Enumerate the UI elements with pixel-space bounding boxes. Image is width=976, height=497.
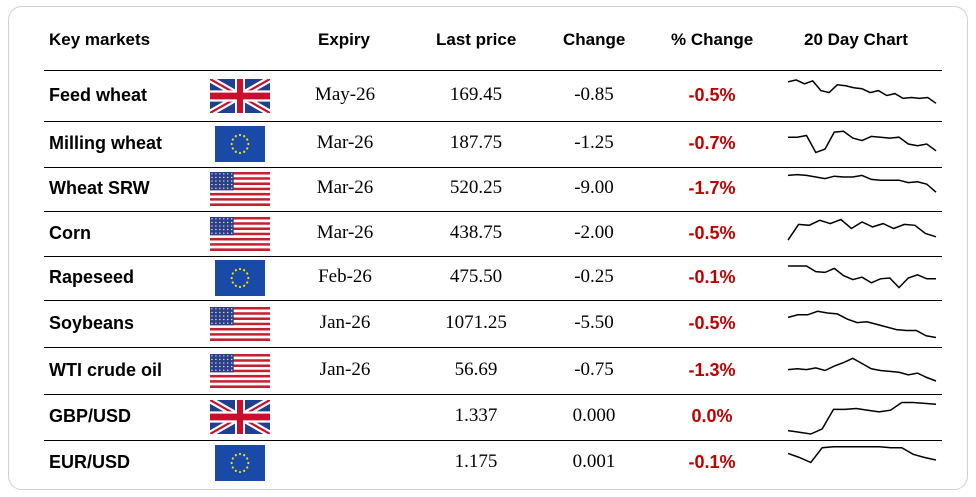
last-price-value: 438.75 [449, 221, 503, 243]
sparkline-series [787, 173, 937, 193]
sparkline-20-day [787, 401, 937, 435]
expiry-value: Jan-26 [319, 311, 371, 333]
expiry-value: Feb-26 [318, 266, 372, 287]
change-value: -0.25 [574, 266, 614, 287]
row-divider [44, 347, 942, 348]
market-name: WTI crude oil [49, 359, 163, 380]
change-value: -1.25 [574, 132, 614, 153]
pct-change-value: 0.0% [691, 406, 733, 426]
sparkline-20-day [787, 357, 937, 382]
pct-change-value: -0.1% [688, 267, 736, 287]
last-price-value: 1.175 [454, 450, 498, 472]
sparkline-series [788, 130, 937, 154]
change-value: 0.001 [572, 450, 616, 472]
market-name: Rapeseed [49, 267, 135, 287]
sparkline-series [787, 401, 937, 435]
expiry-value: Mar-26 [316, 221, 374, 243]
row-divider [44, 300, 942, 301]
sparkline-20-day [788, 265, 936, 289]
eu-flag-icon [215, 126, 265, 162]
pct-change-value: -0.7% [688, 133, 736, 153]
market-name: EUR/USD [49, 451, 131, 472]
market-name: Feed wheat [49, 84, 148, 105]
last-price-value: 520.25 [449, 177, 503, 198]
market-name: Milling wheat [49, 133, 163, 153]
sparkline-20-day [787, 218, 937, 241]
row-divider [44, 70, 942, 71]
pct-change-value: -0.5% [688, 222, 736, 243]
last-price-value: 475.50 [449, 266, 503, 287]
sparkline-20-day [787, 310, 937, 339]
header-pct-change: % Change [671, 30, 754, 49]
last-price-value: 169.45 [449, 83, 503, 105]
header-expiry: Expiry [318, 30, 370, 49]
expiry-value: May-26 [314, 83, 376, 105]
expiry-value: Mar-26 [316, 177, 374, 198]
expiry-value: Mar-26 [316, 132, 374, 153]
change-value: 0.000 [572, 405, 616, 426]
last-price-value: 1.337 [454, 405, 498, 426]
eu-flag-icon [215, 260, 265, 296]
pct-change-value: -0.1% [688, 451, 736, 472]
us-flag-icon [210, 306, 270, 341]
last-price-value: 1071.25 [445, 311, 507, 333]
sparkline-20-day [788, 130, 937, 154]
change-value: -0.75 [574, 358, 614, 380]
pct-change-value: -0.5% [688, 84, 736, 105]
us-flag-icon [210, 172, 270, 206]
row-divider [44, 211, 942, 212]
sparkline-series [788, 265, 936, 289]
row-divider [44, 121, 942, 122]
pct-change-value: -1.7% [688, 178, 736, 198]
sparkline-series [787, 79, 937, 104]
last-price-value: 187.75 [449, 132, 503, 153]
row-divider [44, 394, 942, 395]
market-name: Wheat SRW [49, 178, 150, 198]
header-change: Change [563, 30, 626, 49]
expiry-value: Jan-26 [319, 358, 371, 380]
sparkline-20-day [787, 79, 937, 104]
sparkline-series [787, 357, 937, 382]
header-20-day-chart: 20 Day Chart [804, 30, 908, 49]
sparkline-series [787, 446, 937, 464]
pct-change-value: -0.5% [688, 312, 736, 333]
change-value: -0.85 [574, 83, 614, 105]
us-flag-icon [210, 216, 270, 251]
market-name: Soybeans [49, 312, 135, 333]
header-last-price: Last price [436, 30, 517, 49]
eu-flag-icon [215, 444, 265, 481]
uk-flag-icon [208, 75, 272, 116]
row-divider [44, 440, 942, 441]
header-key-markets: Key markets [49, 30, 151, 49]
sparkline-series [787, 310, 937, 339]
market-name: Corn [49, 222, 91, 243]
last-price-value: 56.69 [454, 358, 498, 380]
sparkline-20-day [787, 173, 937, 193]
market-table-card [8, 6, 968, 490]
us-flag-icon [210, 353, 270, 388]
row-divider [44, 167, 942, 168]
sparkline-series [787, 218, 937, 241]
sparkline-20-day [787, 446, 937, 464]
market-name: GBP/USD [49, 406, 132, 426]
pct-change-value: -1.3% [688, 359, 736, 380]
change-value: -5.50 [574, 311, 614, 333]
change-value: -9.00 [574, 177, 614, 198]
uk-flag-icon [208, 396, 272, 438]
row-divider [44, 256, 942, 257]
change-value: -2.00 [574, 221, 614, 243]
